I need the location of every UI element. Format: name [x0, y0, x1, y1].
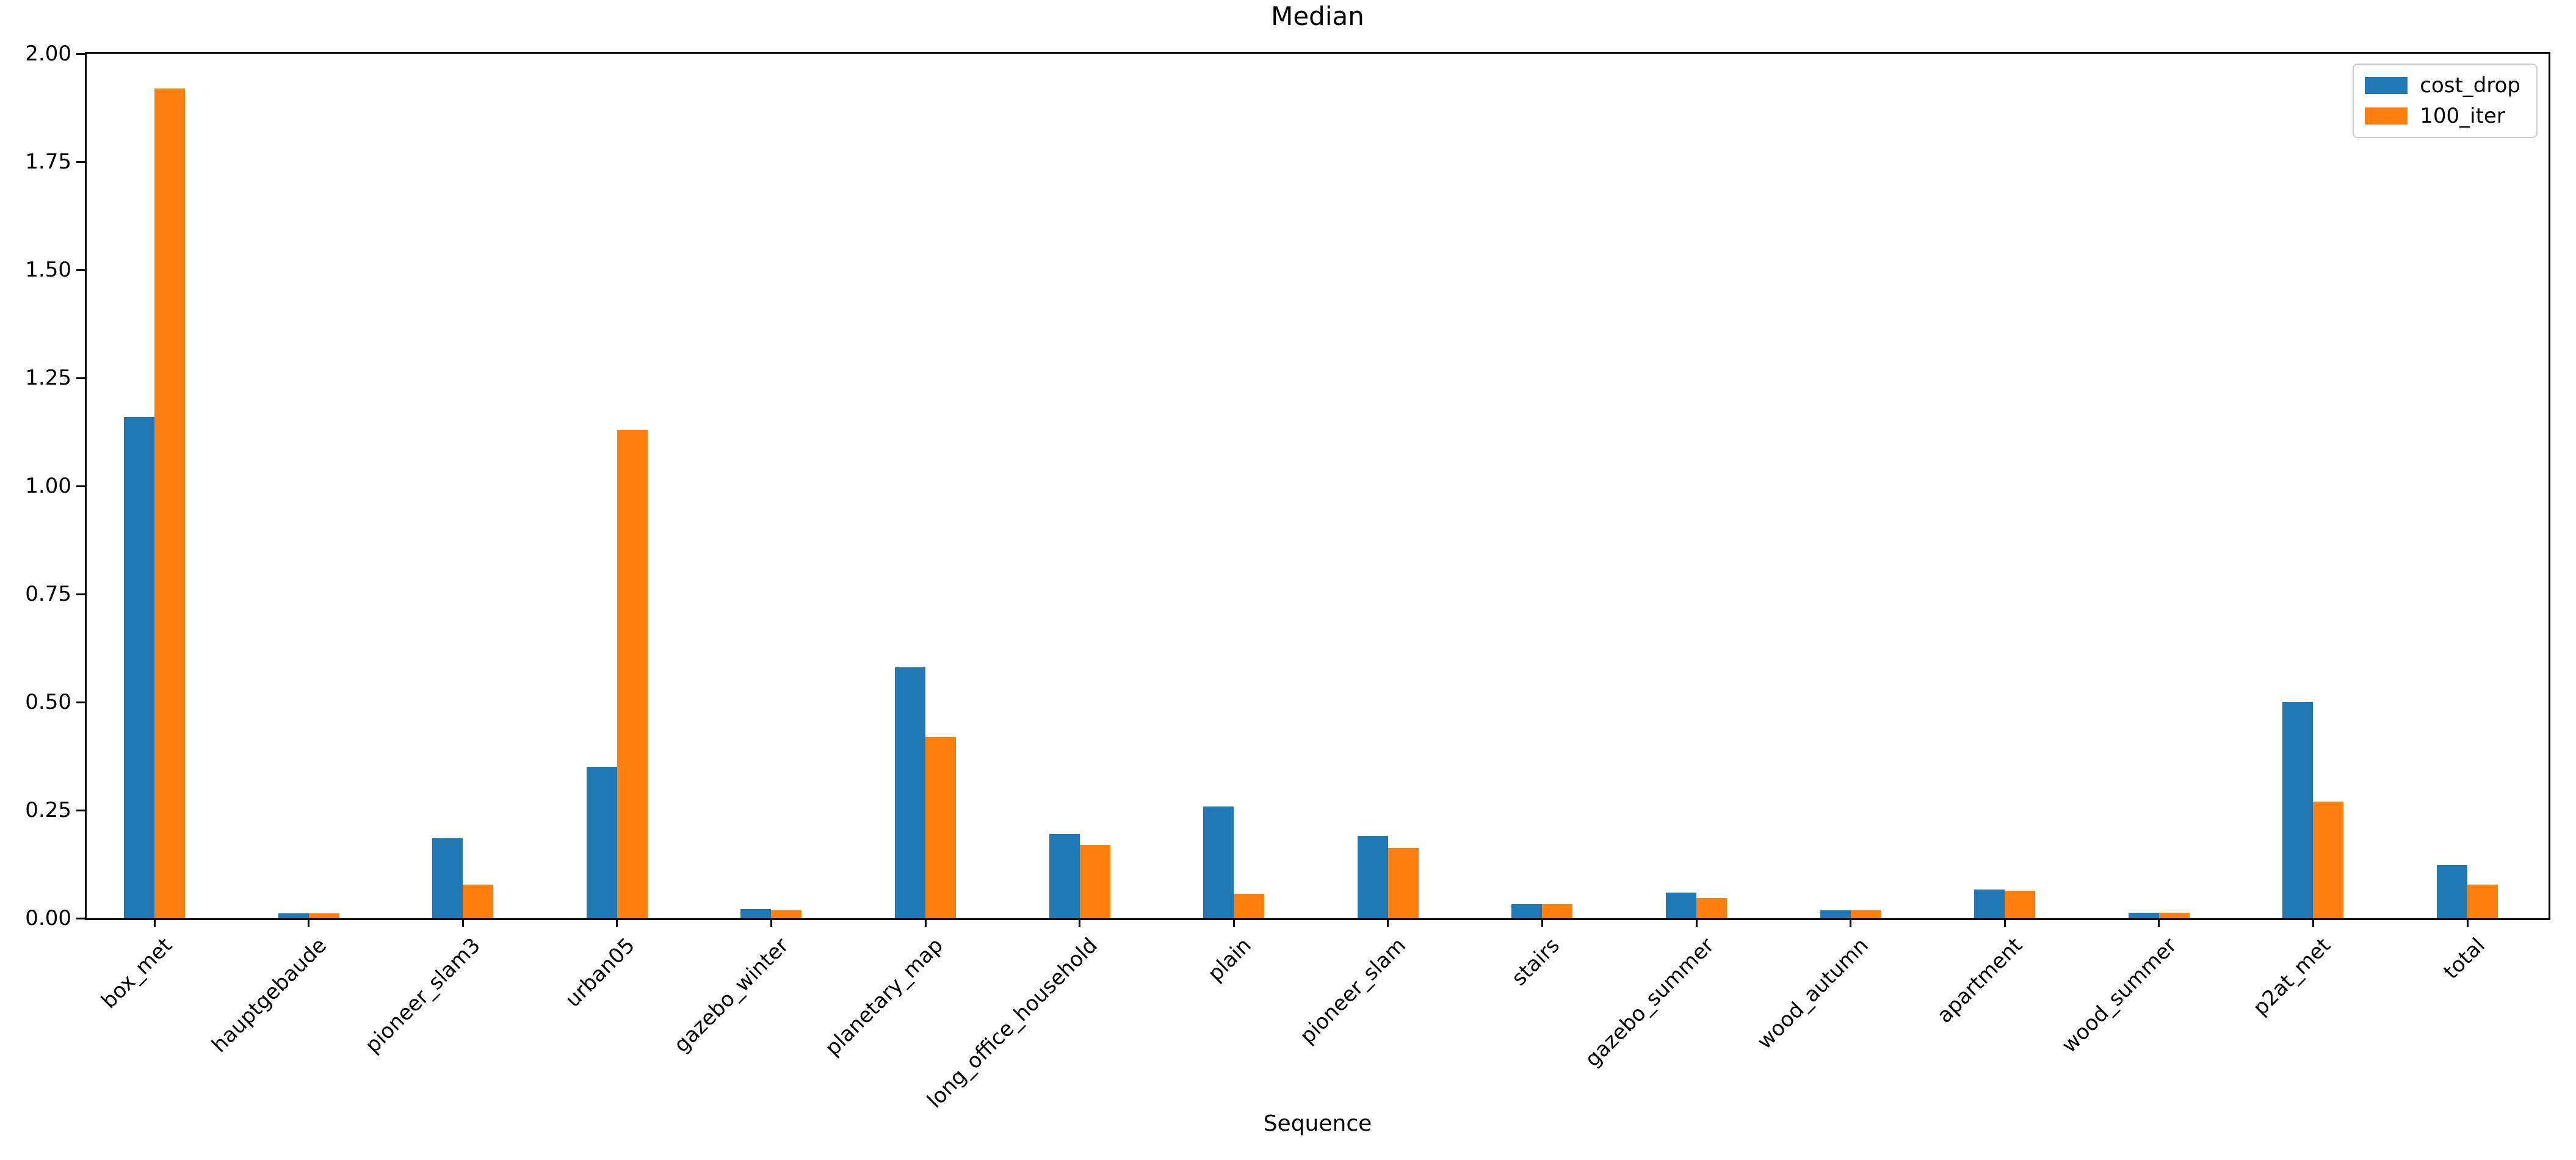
y-tick-label: 1.25	[25, 366, 71, 390]
bar-100_iter-plain	[1234, 894, 1265, 918]
legend-swatch-icon	[2365, 77, 2408, 94]
x-tick-label-pioneer_slam: pioneer_slam	[1295, 933, 1411, 1049]
y-tick-mark	[76, 485, 85, 487]
bar-cost_drop-long_office_household	[1049, 834, 1080, 918]
y-tick-mark	[76, 917, 85, 919]
chart-title: Median	[1271, 1, 1364, 31]
bar-cost_drop-apartment	[1974, 890, 2005, 918]
bar-100_iter-stairs	[1542, 904, 1573, 918]
bar-100_iter-urban05	[617, 430, 648, 918]
bar-cost_drop-wood_autumn	[1820, 910, 1851, 918]
x-tick-label-wood_summer: wood_summer	[2057, 933, 2182, 1058]
y-tick-mark	[76, 269, 85, 271]
bar-100_iter-box_met	[154, 89, 185, 918]
bar-cost_drop-hauptgebaude	[278, 913, 309, 918]
x-tick-mark	[924, 918, 927, 927]
bar-100_iter-p2at_met	[2313, 802, 2344, 918]
x-tick-mark	[616, 918, 618, 927]
bar-100_iter-gazebo_summer	[1696, 898, 1727, 918]
bar-cost_drop-stairs	[1511, 904, 1543, 918]
y-tick-label: 2.00	[25, 42, 71, 66]
legend-item-100_iter: 100_iter	[2365, 105, 2520, 127]
y-tick-label: 0.50	[25, 690, 71, 714]
bar-cost_drop-wood_summer	[2128, 913, 2159, 918]
x-tick-label-planetary_map: planetary_map	[820, 933, 948, 1061]
x-tick-mark	[1079, 918, 1081, 927]
legend: cost_drop 100_iter	[2353, 63, 2538, 138]
x-tick-label-hauptgebaude: hauptgebaude	[206, 933, 331, 1058]
x-tick-mark	[1541, 918, 1543, 927]
bar-cost_drop-pioneer_slam	[1357, 836, 1388, 918]
x-tick-mark	[2312, 918, 2314, 927]
y-tick-label: 1.00	[25, 474, 71, 498]
bar-cost_drop-urban05	[586, 767, 617, 918]
y-tick-mark	[76, 161, 85, 163]
x-axis-label: Sequence	[1263, 1111, 1372, 1136]
bar-cost_drop-planetary_map	[895, 667, 925, 918]
legend-swatch-icon	[2365, 107, 2408, 125]
legend-label: cost_drop	[2420, 73, 2520, 98]
x-tick-mark	[153, 918, 156, 927]
legend-item-cost_drop: cost_drop	[2365, 74, 2520, 96]
x-tick-mark	[461, 918, 464, 927]
y-tick-mark	[76, 53, 85, 55]
bar-cost_drop-gazebo_summer	[1666, 893, 1696, 918]
bar-100_iter-planetary_map	[925, 737, 956, 918]
y-tick-mark	[76, 701, 85, 703]
x-tick-label-gazebo_winter: gazebo_winter	[669, 933, 794, 1057]
x-tick-mark	[1387, 918, 1389, 927]
y-tick-mark	[76, 377, 85, 379]
legend-label: 100_iter	[2420, 104, 2505, 128]
bar-100_iter-total	[2467, 885, 2498, 918]
y-tick-mark	[76, 809, 85, 811]
x-tick-label-stairs: stairs	[1507, 933, 1565, 991]
bar-cost_drop-gazebo_winter	[740, 909, 772, 918]
x-tick-mark	[308, 918, 310, 927]
x-tick-label-plain: plain	[1203, 933, 1257, 987]
y-tick-mark	[76, 593, 85, 595]
x-tick-mark	[1850, 918, 1852, 927]
bar-100_iter-gazebo_winter	[771, 910, 802, 918]
x-tick-mark	[1695, 918, 1698, 927]
y-tick-label: 0.25	[25, 798, 71, 822]
y-tick-label: 1.75	[25, 150, 71, 174]
x-tick-label-pioneer_slam3: pioneer_slam3	[360, 933, 486, 1058]
bar-100_iter-wood_autumn	[1850, 910, 1881, 918]
x-tick-mark	[2158, 918, 2160, 927]
x-tick-label-apartment: apartment	[1932, 933, 2028, 1028]
bar-cost_drop-pioneer_slam3	[432, 838, 463, 918]
bar-100_iter-apartment	[2005, 891, 2036, 918]
y-tick-label: 0.75	[25, 582, 71, 606]
bar-cost_drop-p2at_met	[2282, 702, 2314, 918]
bar-100_iter-pioneer_slam	[1387, 848, 1419, 918]
x-tick-label-urban05: urban05	[560, 933, 640, 1012]
x-tick-mark	[1232, 918, 1235, 927]
bar-cost_drop-total	[2437, 865, 2467, 918]
x-tick-label-box_met: box_met	[96, 933, 177, 1013]
x-tick-mark	[2003, 918, 2006, 927]
bar-100_iter-hauptgebaude	[308, 913, 339, 918]
x-tick-label-wood_autumn: wood_autumn	[1752, 933, 1873, 1054]
x-tick-label-total: total	[2439, 933, 2490, 984]
bar-cost_drop-box_met	[124, 417, 154, 918]
x-tick-label-gazebo_summer: gazebo_summer	[1580, 933, 1719, 1072]
bar-100_iter-long_office_household	[1079, 845, 1110, 918]
y-tick-label: 1.50	[25, 258, 71, 282]
x-tick-label-long_office_household: long_office_household	[922, 933, 1102, 1114]
plot-area: cost_drop 100_iter 0.00 0.25 0.50 0.75 1.00 1.…	[25, 43, 2550, 1113]
bar-100_iter-pioneer_slam3	[463, 885, 494, 918]
bar-cost_drop-plain	[1203, 807, 1234, 918]
x-tick-label-p2at_met: p2at_met	[2248, 933, 2336, 1021]
y-tick-label: 0.00	[25, 906, 71, 930]
x-tick-mark	[2466, 918, 2469, 927]
x-tick-mark	[770, 918, 772, 927]
bar-100_iter-wood_summer	[2158, 913, 2190, 918]
